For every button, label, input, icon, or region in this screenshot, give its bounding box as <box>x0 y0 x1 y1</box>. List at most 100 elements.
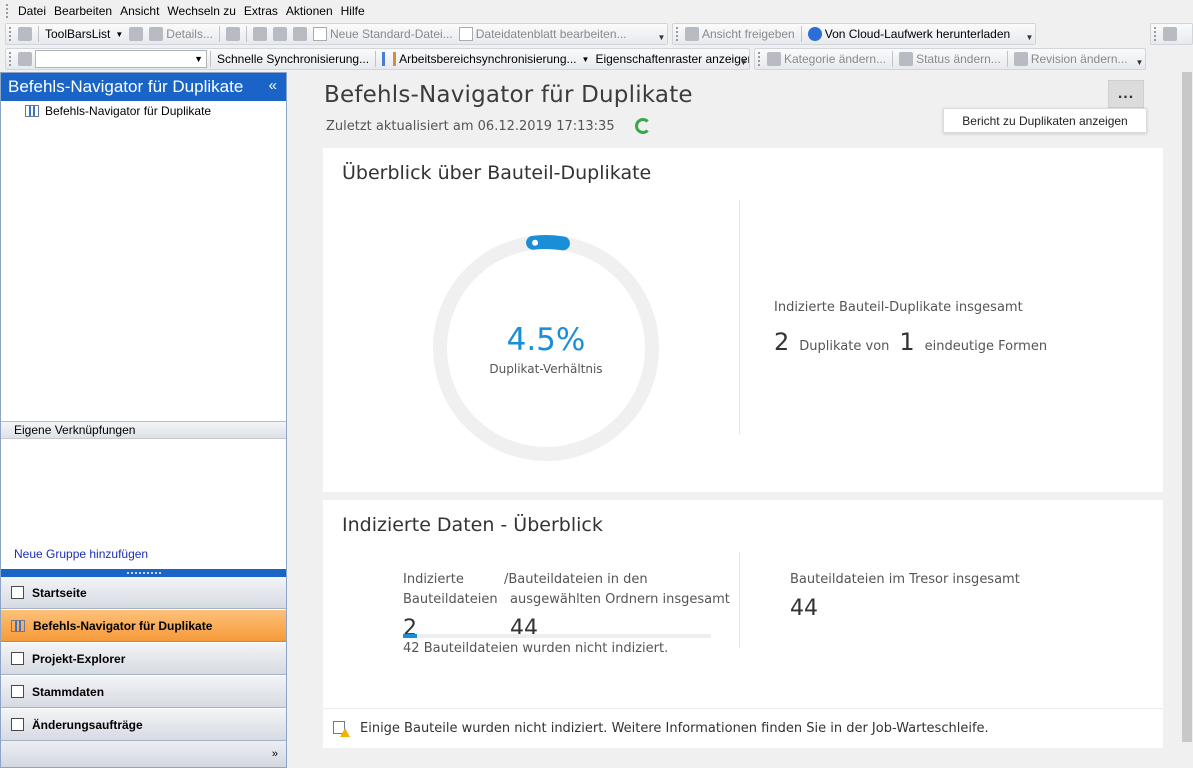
indexing-warning-text: Einige Bauteile wurden nicht indiziert. … <box>360 721 989 736</box>
edit-datasheet-button[interactable]: Dateidatenblatt bearbeiten... <box>456 27 630 41</box>
more-options-button[interactable]: ... <box>1108 80 1144 108</box>
toolbar-grip[interactable] <box>758 52 761 66</box>
revision-icon <box>1013 52 1028 66</box>
warning-icon <box>333 720 350 737</box>
properties-button[interactable] <box>223 27 243 41</box>
toolbar-grip[interactable] <box>676 27 679 41</box>
share-view-button[interactable]: Ansicht freigeben <box>682 27 798 41</box>
add-new-group-link[interactable]: Neue Gruppe hinzufügen <box>14 547 149 561</box>
indexing-warning: Einige Bauteile wurden nicht indiziert. … <box>323 708 1163 748</box>
change-category-button[interactable]: Kategorie ändern... <box>764 52 889 66</box>
nav-change-orders[interactable]: Änderungsaufträge <box>1 709 286 741</box>
duplicates-of-text: Duplikate von <box>799 339 890 354</box>
toolbar-separator <box>38 26 39 42</box>
indexed-files-label: Indizierte Bauteildateien <box>403 570 498 610</box>
menu-bearbeiten[interactable]: Bearbeiten <box>54 4 113 18</box>
not-indexed-text: Bauteildateien wurden nicht indiziert. <box>423 641 669 656</box>
home-page-icon <box>11 586 24 599</box>
printer-icon <box>1163 27 1177 41</box>
back-arrow-icon <box>272 27 287 41</box>
nav-label: Befehls-Navigator für Duplikate <box>33 618 213 633</box>
card-divider <box>739 552 740 648</box>
duplicate-ratio-value: 4.5% <box>506 322 586 358</box>
toolbars-list-button[interactable]: ToolBarsList ▼ <box>42 27 126 41</box>
change-revision-button[interactable]: Revision ändern... <box>1011 52 1131 66</box>
menu-datei[interactable]: Datei <box>18 4 47 18</box>
download-cloud-button[interactable]: Von Cloud-Laufwerk herunterladen <box>805 27 1013 41</box>
extra-button[interactable] <box>1160 27 1180 41</box>
toolbar-separator <box>892 51 894 67</box>
toolbar-overflow-icon[interactable]: ▼ <box>657 33 666 42</box>
nav-master-data[interactable]: Stammdaten <box>1 676 286 708</box>
workspace-sync-button[interactable]: Arbeitsbereichsynchronisierung... ▼ <box>379 52 592 66</box>
page-title: Befehls-Navigator für Duplikate <box>324 82 693 108</box>
share-icon <box>685 27 699 41</box>
indexed-files-label-line2: Bauteildateien <box>403 592 498 607</box>
print-button[interactable] <box>15 27 35 41</box>
scrollbar-thumb[interactable] <box>1182 72 1192 742</box>
nav-label: Stammdaten <box>32 684 105 699</box>
folder-up-button[interactable] <box>15 52 35 66</box>
forward-button[interactable] <box>290 27 310 41</box>
menu-grip[interactable] <box>6 4 10 18</box>
toolbar-separator <box>210 51 211 67</box>
menu-extras[interactable]: Extras <box>243 4 278 18</box>
dashboard-chart-icon <box>11 619 25 632</box>
duplicates-summary: 2 Duplikate von 1 eindeutige Formen <box>774 328 1047 356</box>
selected-files-label-line2: ausgewählten Ordnern insgesamt <box>510 592 730 607</box>
total-duplicates-label: Indizierte Bauteil-Duplikate insgesamt <box>774 300 1023 315</box>
chevron-double-down-icon[interactable]: » <box>271 748 278 760</box>
find-button[interactable] <box>126 27 146 41</box>
details-label: Details... <box>166 27 213 41</box>
duplicate-ratio-donut <box>433 235 659 461</box>
edit-datasheet-label: Dateidatenblatt bearbeiten... <box>475 27 627 41</box>
nav-project-explorer[interactable]: Projekt-Explorer <box>1 643 286 675</box>
master-data-icon <box>11 685 24 698</box>
not-indexed-count: 42 <box>403 641 420 656</box>
donut-start-marker <box>532 239 539 246</box>
menu-ansicht[interactable]: Ansicht <box>120 4 160 18</box>
nav-startseite[interactable]: Startseite <box>1 577 286 609</box>
toolbar-overflow-icon[interactable]: ▼ <box>739 58 748 67</box>
vault-files-count: 44 <box>790 596 818 621</box>
menu-hilfe[interactable]: Hilfe <box>340 4 365 18</box>
toolbar-grip[interactable] <box>1154 27 1157 41</box>
splitter-grip-icon <box>126 572 161 574</box>
checkin-button[interactable] <box>250 27 270 41</box>
nav-label: Änderungsaufträge <box>32 717 143 732</box>
back-button[interactable] <box>270 27 290 41</box>
toolbars-list-label: ToolBarsList <box>45 27 111 41</box>
toolbar-separator <box>218 26 220 42</box>
duplicate-ratio-label: Duplikat-Verhältnis <box>489 362 603 376</box>
collapse-pane-icon[interactable]: « <box>268 77 277 94</box>
vault-files-label: Bauteildateien im Tresor insgesamt <box>790 572 1020 587</box>
card-title: Überblick über Bauteil-Duplikate <box>342 162 652 184</box>
refresh-icon[interactable] <box>634 118 651 134</box>
menu-wechseln-zu[interactable]: Wechseln zu <box>167 4 236 18</box>
details-button[interactable]: Details... <box>146 27 216 41</box>
toolbar-grip[interactable] <box>9 27 12 41</box>
toolbar-overflow-icon[interactable]: ▼ <box>1025 33 1034 42</box>
dashboard-chart-icon <box>25 105 39 117</box>
change-status-button[interactable]: Status ändern... <box>896 52 1004 66</box>
quick-sync-button[interactable]: Schnelle Synchronisierung... <box>214 52 372 66</box>
menu-aktionen[interactable]: Aktionen <box>285 4 333 18</box>
lifecycle-toolbar: Kategorie ändern... Status ändern... Rev… <box>754 48 1146 70</box>
nav-duplicates-navigator[interactable]: Befehls-Navigator für Duplikate <box>1 610 286 642</box>
tree-item-duplicates-navigator[interactable]: Befehls-Navigator für Duplikate <box>1 102 286 120</box>
toolbar-overflow-icon[interactable]: ▼ <box>1135 58 1144 67</box>
toolbar-row-2: ▼ Schnelle Synchronisierung... Arbeitsbe… <box>0 47 1193 71</box>
property-grid-button[interactable]: Eigenschaftenraster anzeigen <box>592 52 749 66</box>
pane-splitter[interactable] <box>1 569 286 577</box>
toolbar-grip[interactable] <box>9 52 12 66</box>
find-icon <box>129 27 144 41</box>
folder-icon <box>18 52 32 66</box>
toolbar-separator <box>800 26 802 42</box>
location-combo[interactable]: ▼ <box>35 50 207 68</box>
vertical-scrollbar[interactable] <box>1181 72 1193 768</box>
quick-sync-label: Schnelle Synchronisierung... <box>217 52 370 66</box>
new-standard-file-button[interactable]: Neue Standard-Datei... <box>310 27 456 41</box>
toolbar-separator <box>1006 51 1008 67</box>
last-updated-text: Zuletzt aktualisiert am 06.12.2019 17:13… <box>326 118 615 134</box>
last-updated-row: Zuletzt aktualisiert am 06.12.2019 17:13… <box>326 118 651 134</box>
